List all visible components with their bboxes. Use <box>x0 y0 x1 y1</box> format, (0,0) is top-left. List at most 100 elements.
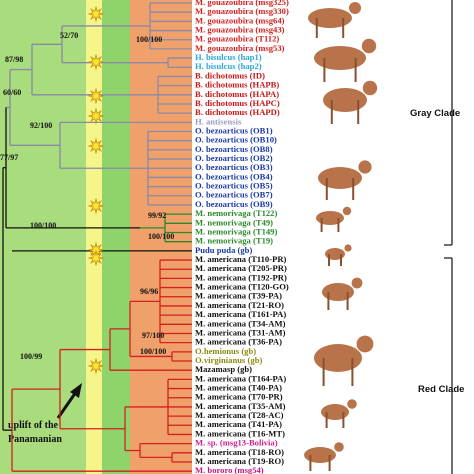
support-value: 100/100 <box>148 232 174 241</box>
animal <box>318 167 362 189</box>
taxon-label: M. gouazoubira (msg53) <box>195 43 285 53</box>
taxon-label: M. americana (T192-PR) <box>195 272 287 282</box>
support-value: 100/100 <box>140 347 166 356</box>
animal-head <box>342 206 352 216</box>
animal <box>323 88 367 112</box>
taxon-label: M. gouazoubira (msg325) <box>195 0 289 7</box>
taxon-label: M. gouazoubira (T112) <box>195 34 279 44</box>
support-value: 100/100 <box>30 221 56 230</box>
taxon-label: M. americana (T70-PR) <box>195 392 283 402</box>
taxon-label: Mazamasp (gb) <box>195 364 252 374</box>
animal-head <box>358 160 372 174</box>
animal <box>304 447 336 463</box>
divergence-star <box>87 53 105 71</box>
taxon-label: M. gouazoubira (msg64) <box>195 15 285 25</box>
taxon-label: B. dichotomus (HAPA) <box>195 89 279 99</box>
divergence-star <box>87 137 105 155</box>
animal-head <box>361 38 377 54</box>
support-value: 100/99 <box>20 352 42 361</box>
taxon-label: M. gouazoubira (msg43) <box>195 25 285 35</box>
taxon-label: M. americana (T110-PR) <box>195 254 287 264</box>
support-value: 87/98 <box>5 55 23 64</box>
support-value: 52/70 <box>60 31 78 40</box>
taxon-label: O.hemionus (gb) <box>195 346 256 356</box>
support-value: 60/60 <box>3 88 21 97</box>
taxon-label: O. bezoarticus (OB2) <box>195 153 273 163</box>
animal-head <box>349 2 361 14</box>
background-band <box>86 0 102 474</box>
support-value: 96/96 <box>140 287 158 296</box>
taxon-label: H. bisulcus (hap2) <box>195 61 262 71</box>
divergence-star <box>87 5 105 23</box>
support-value: 97/100 <box>142 331 164 340</box>
background-band <box>0 0 86 474</box>
arrow <box>56 391 78 419</box>
taxon-label: O. bezoarticus (OB9) <box>195 199 273 209</box>
animal <box>314 344 362 372</box>
taxon-label: M. americana (T41-PA) <box>195 419 282 429</box>
divergence-star <box>87 357 105 375</box>
taxon-label: M. americana (T205-PR) <box>195 263 287 273</box>
arrow-head <box>70 383 82 398</box>
animal-head <box>362 80 378 96</box>
divergence-star <box>87 87 105 105</box>
taxon-label: M. nemorivaga (T149) <box>195 226 277 236</box>
support-value: 99/92 <box>148 211 166 220</box>
annotation: Panamanian <box>8 434 62 445</box>
animal-head <box>347 399 357 409</box>
support-value: 100/100 <box>136 35 162 44</box>
taxon-label: M. americana (T40-PA) <box>195 383 282 393</box>
animal-head <box>344 244 352 252</box>
background-band <box>130 0 192 474</box>
taxon-label: O. bezoarticus (OB1) <box>195 125 273 135</box>
animal <box>316 211 344 225</box>
animal <box>321 404 349 420</box>
animal <box>308 8 352 28</box>
divergence-star <box>87 197 105 215</box>
taxon-label: H. bisulcus (hap1) <box>195 52 262 62</box>
taxon-label: M. americana (T36-PA) <box>195 337 282 347</box>
taxon-label: M. bororo (msg54) <box>195 465 264 474</box>
taxon-label: M. americana (T16-MT) <box>195 428 285 438</box>
clade-label: Gray Clade <box>410 108 460 119</box>
taxon-label: O. bezoarticus (OB8) <box>195 144 273 154</box>
taxon-label: B. dichotomus (ID) <box>195 70 265 80</box>
animal-head <box>334 442 344 452</box>
taxon-label: O. bezoarticus (OB7) <box>195 190 273 200</box>
taxon-label: Pudu puda (gb) <box>195 245 252 255</box>
taxon-label: M. americana (T18-RO) <box>195 447 284 457</box>
taxon-label: B. dichotomus (HAPC) <box>195 98 280 108</box>
animal <box>322 283 354 301</box>
taxon-label: M. americana (T21-RO) <box>195 300 284 310</box>
taxon-label: H. antisensis <box>195 116 242 126</box>
clade-label: Red Clade <box>418 384 464 395</box>
taxon-label: B. dichotomus (HAPB) <box>195 80 279 90</box>
taxon-label: M. americana (T35-AM) <box>195 401 286 411</box>
animal-head <box>351 277 363 289</box>
taxon-label: M. americana (T120-GO) <box>195 282 289 292</box>
taxon-label: O. bezoarticus (OB5) <box>195 181 273 191</box>
taxon-label: B. dichotomus (HAPD) <box>195 107 280 117</box>
taxon-label: M. nemorivaga (T19) <box>195 236 273 246</box>
taxon-label: O.virginianus (gb) <box>195 355 262 365</box>
divergence-star <box>87 249 105 267</box>
support-value: 77/97 <box>0 153 18 162</box>
taxon-label: M. americana (T161-PA) <box>195 309 286 319</box>
taxon-label: M. gouazoubira (msg330) <box>195 6 289 16</box>
animal-head <box>356 335 374 353</box>
taxon-label: M. nemorivaga (T49) <box>195 217 273 227</box>
support-value: 92/100 <box>30 121 52 130</box>
taxon-label: O. bezoarticus (OB4) <box>195 171 273 181</box>
annotation: uplift of the <box>8 420 59 431</box>
background-band <box>102 0 130 474</box>
taxon-label: M. nemorivaga (T122) <box>195 208 277 218</box>
taxon-label: M. americana (T39-PA) <box>195 291 282 301</box>
taxon-label: M. sp. (msg13-Bolivia) <box>195 438 278 448</box>
taxon-label: M. americana (T34-AM) <box>195 318 286 328</box>
taxon-label: M. americana (T31-AM) <box>195 327 286 337</box>
animal <box>314 46 366 70</box>
taxon-label: M. americana (T164-PA) <box>195 373 286 383</box>
taxon-label: O. bezoarticus (OB3) <box>195 162 273 172</box>
taxon-label: M. americana (T28-AC) <box>195 410 284 420</box>
